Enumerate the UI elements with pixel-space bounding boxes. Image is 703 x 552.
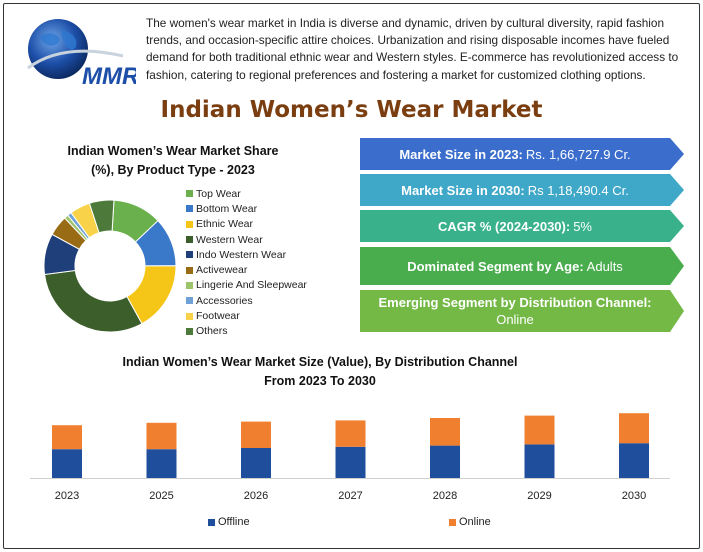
arrow-tip — [670, 138, 684, 170]
kpi-label: CAGR % (2024-2030): — [437, 218, 571, 234]
x-tick-label: 2030 — [622, 490, 646, 502]
pie-title-line1: Indian Women’s Wear Market Share — [67, 144, 279, 158]
kpi-label: Market Size in 2023: — [399, 146, 523, 162]
x-tick-label: 2029 — [527, 490, 551, 502]
svg-text:MMR: MMR — [82, 63, 136, 90]
arrow-tip — [670, 247, 684, 285]
legend-swatch — [186, 266, 193, 274]
bar-online-2026 — [241, 421, 271, 448]
kpi-value: Adults — [586, 258, 623, 274]
kpi-emerging-segment: Emerging Segment by Distribution Channel… — [360, 290, 684, 332]
legend-swatch — [186, 312, 193, 320]
legend-swatch — [186, 281, 193, 289]
legend-label: Ethnic Wear — [196, 218, 253, 231]
arrow-tip — [670, 210, 684, 242]
bar-offline-2029 — [524, 444, 555, 478]
legend-swatch — [449, 518, 456, 526]
arrow-tip — [670, 290, 684, 332]
legend-swatch — [186, 297, 193, 305]
legend-label: Footwear — [196, 310, 240, 323]
legend-item: Accessories — [186, 293, 307, 308]
x-tick-label: 2028 — [433, 490, 457, 502]
pie-slice-others — [88, 199, 115, 234]
bar-offline-2026 — [241, 448, 271, 478]
legend-item: Bottom Wear — [186, 201, 307, 216]
bar-legend-offline: Offline — [208, 516, 250, 528]
bar-legend-online: Online — [449, 516, 491, 528]
legend-label: Top Wear — [196, 187, 241, 200]
bar-chart-title: Indian Women’s Wear Market Size (Value),… — [60, 353, 580, 391]
bar-offline-2025 — [146, 449, 177, 478]
legend-item: Others — [186, 324, 307, 339]
legend-item: Western Wear — [186, 232, 307, 247]
legend-label: Bottom Wear — [196, 202, 258, 215]
legend-swatch — [186, 251, 193, 259]
kpi-value: Online — [496, 312, 534, 327]
kpi-value: 5% — [573, 218, 592, 234]
main-title: Indian Women’s Wear Market — [160, 97, 543, 123]
legend-swatch — [186, 205, 193, 213]
bar-offline-2030 — [619, 443, 649, 478]
legend-item: Top Wear — [186, 186, 307, 201]
kpi-label: Emerging Segment by Distribution Channel… — [378, 295, 652, 310]
pie-title-line2: (%), By Product Type - 2023 — [91, 163, 255, 177]
bar-online-2027 — [335, 420, 366, 447]
x-tick-label: 2027 — [338, 490, 362, 502]
legend-label: Offline — [218, 516, 250, 528]
infographic-frame — [3, 3, 700, 549]
arrow-tip — [670, 174, 684, 206]
pie-chart-title: Indian Women’s Wear Market Share (%), By… — [28, 142, 318, 180]
legend-swatch — [186, 236, 193, 244]
legend-label: Indo Western Wear — [196, 248, 287, 261]
legend-item: Activewear — [186, 262, 307, 277]
pie-slice-western-wear — [43, 269, 143, 333]
legend-label: Others — [196, 325, 228, 338]
bar-online-2025 — [146, 422, 177, 450]
bar-offline-2023 — [52, 449, 82, 478]
kpi-dominated-segment: Dominated Segment by Age: Adults — [360, 247, 684, 285]
legend-label: Western Wear — [196, 233, 263, 246]
bar-offline-2027 — [335, 446, 366, 478]
kpi-value: Rs 1,18,490.4 Cr. — [527, 182, 629, 198]
bar-title-line2: From 2023 To 2030 — [264, 374, 376, 388]
bar-online-2028 — [430, 418, 460, 446]
legend-item: Lingerie And Sleepwear — [186, 278, 307, 293]
legend-label: Online — [459, 516, 491, 528]
bar-title-line1: Indian Women’s Wear Market Size (Value),… — [122, 355, 518, 369]
bar-offline-2028 — [430, 445, 460, 478]
kpi-market-size-2023: Market Size in 2023: Rs. 1,66,727.9 Cr. — [360, 138, 684, 170]
bar-online-2023 — [52, 425, 82, 450]
mmr-logo: MMR — [27, 19, 136, 90]
bar-online-2029 — [524, 415, 555, 445]
legend-label: Lingerie And Sleepwear — [196, 279, 307, 292]
legend-label: Activewear — [196, 264, 248, 277]
kpi-cagr: CAGR % (2024-2030): 5% — [360, 210, 684, 242]
x-tick-label: 2025 — [149, 490, 173, 502]
bar-online-2030 — [619, 413, 649, 444]
intro-paragraph: The women's wear market in India is dive… — [146, 16, 679, 82]
legend-swatch — [186, 190, 193, 198]
legend-item: Ethnic Wear — [186, 217, 307, 232]
x-tick-label: 2023 — [55, 490, 79, 502]
legend-item: Indo Western Wear — [186, 247, 307, 262]
legend-swatch — [208, 518, 215, 526]
kpi-market-size-2030: Market Size in 2030: Rs 1,18,490.4 Cr. — [360, 174, 684, 206]
kpi-label: Market Size in 2030: — [401, 182, 525, 198]
legend-swatch — [186, 327, 193, 335]
pie-legend: Top Wear Bottom Wear Ethnic Wear Western We… — [186, 186, 307, 339]
product-type-donut-chart — [43, 199, 177, 333]
x-tick-label: 2026 — [244, 490, 268, 502]
kpi-label: Dominated Segment by Age: — [407, 258, 584, 274]
legend-item: Footwear — [186, 308, 307, 323]
legend-swatch — [186, 220, 193, 228]
legend-label: Accessories — [196, 294, 253, 307]
distribution-channel-bar-chart: 2023 2025 2026 2027 2028 2029 2030 — [30, 413, 670, 502]
kpi-value: Rs. 1,66,727.9 Cr. — [525, 146, 631, 162]
